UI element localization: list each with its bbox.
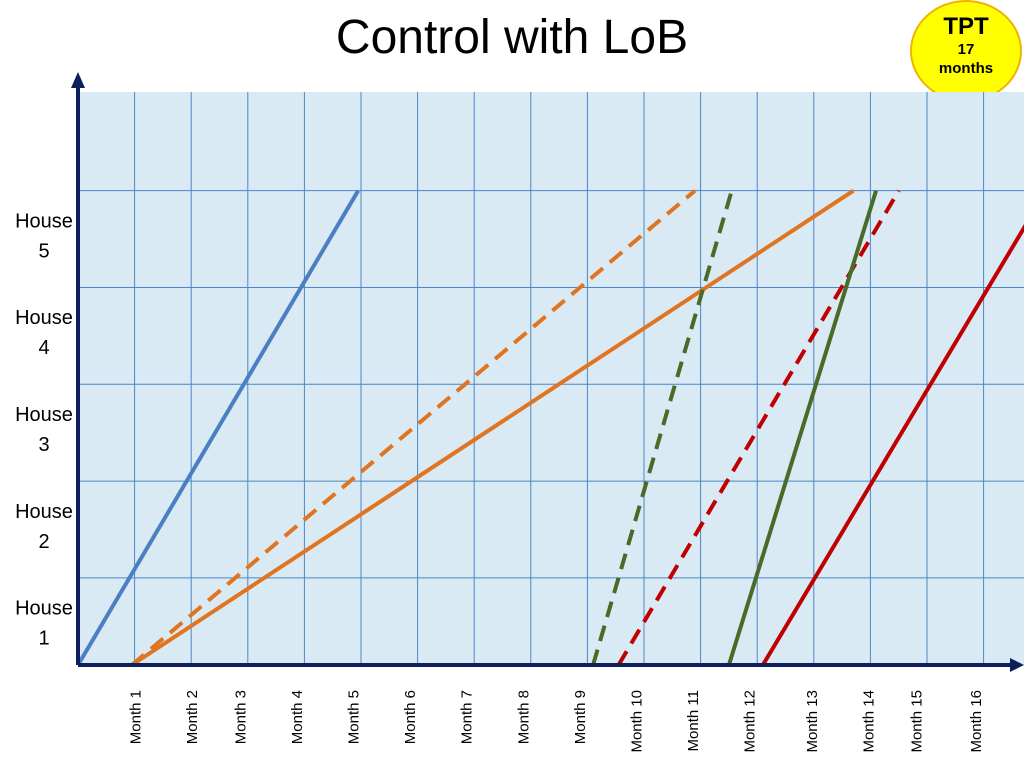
x-tick-label: Month 15 [909, 690, 926, 753]
y-tick-label-house-3: House 3 [15, 404, 73, 456]
y-axis-arrow [71, 72, 85, 88]
x-tick-label: Month 13 [804, 690, 821, 753]
x-tick-label: Month 9 [572, 690, 589, 744]
tpt-value: 17 [957, 41, 975, 58]
y-tick-label-house-1: House 1 [15, 598, 73, 650]
series-line-4 [591, 190, 734, 666]
tpt-unit: months [938, 60, 994, 77]
x-tick-label: Month 14 [861, 690, 878, 753]
x-tick-label: Month 4 [289, 690, 306, 744]
series-line-6 [726, 190, 878, 666]
tpt-badge: TPT 17 months [910, 0, 1022, 102]
y-tick-label-house-2: House 2 [15, 501, 73, 553]
x-tick-label: Month 16 [968, 690, 985, 753]
x-tick-label: Month 6 [402, 690, 419, 744]
x-tick-label: Month 1 [128, 690, 145, 744]
series-line-1 [76, 189, 360, 667]
x-tick-label: Month 8 [515, 690, 532, 744]
series-line-2 [130, 189, 697, 667]
x-tick-label: Month 10 [629, 690, 646, 753]
x-tick-label: Month 5 [346, 690, 363, 744]
y-tick-label-house-4: House 4 [15, 307, 73, 359]
x-tick-label: Month 12 [742, 690, 759, 753]
y-tick-label-house-5: House 5 [15, 210, 73, 262]
series-line-3 [130, 189, 855, 667]
x-tick-label: Month 3 [232, 690, 249, 744]
x-tick-label: Month 17 [1022, 690, 1024, 753]
tpt-label: TPT [943, 13, 989, 40]
x-axis-arrow [1010, 658, 1024, 672]
x-tick-label: Month 11 [685, 690, 702, 751]
x-tick-label: Month 7 [459, 690, 476, 744]
plot-area [78, 92, 1024, 665]
series-line-7 [761, 223, 1024, 667]
x-tick-label: Month 2 [184, 690, 201, 744]
page-title: Control with LoB [335, 11, 689, 64]
